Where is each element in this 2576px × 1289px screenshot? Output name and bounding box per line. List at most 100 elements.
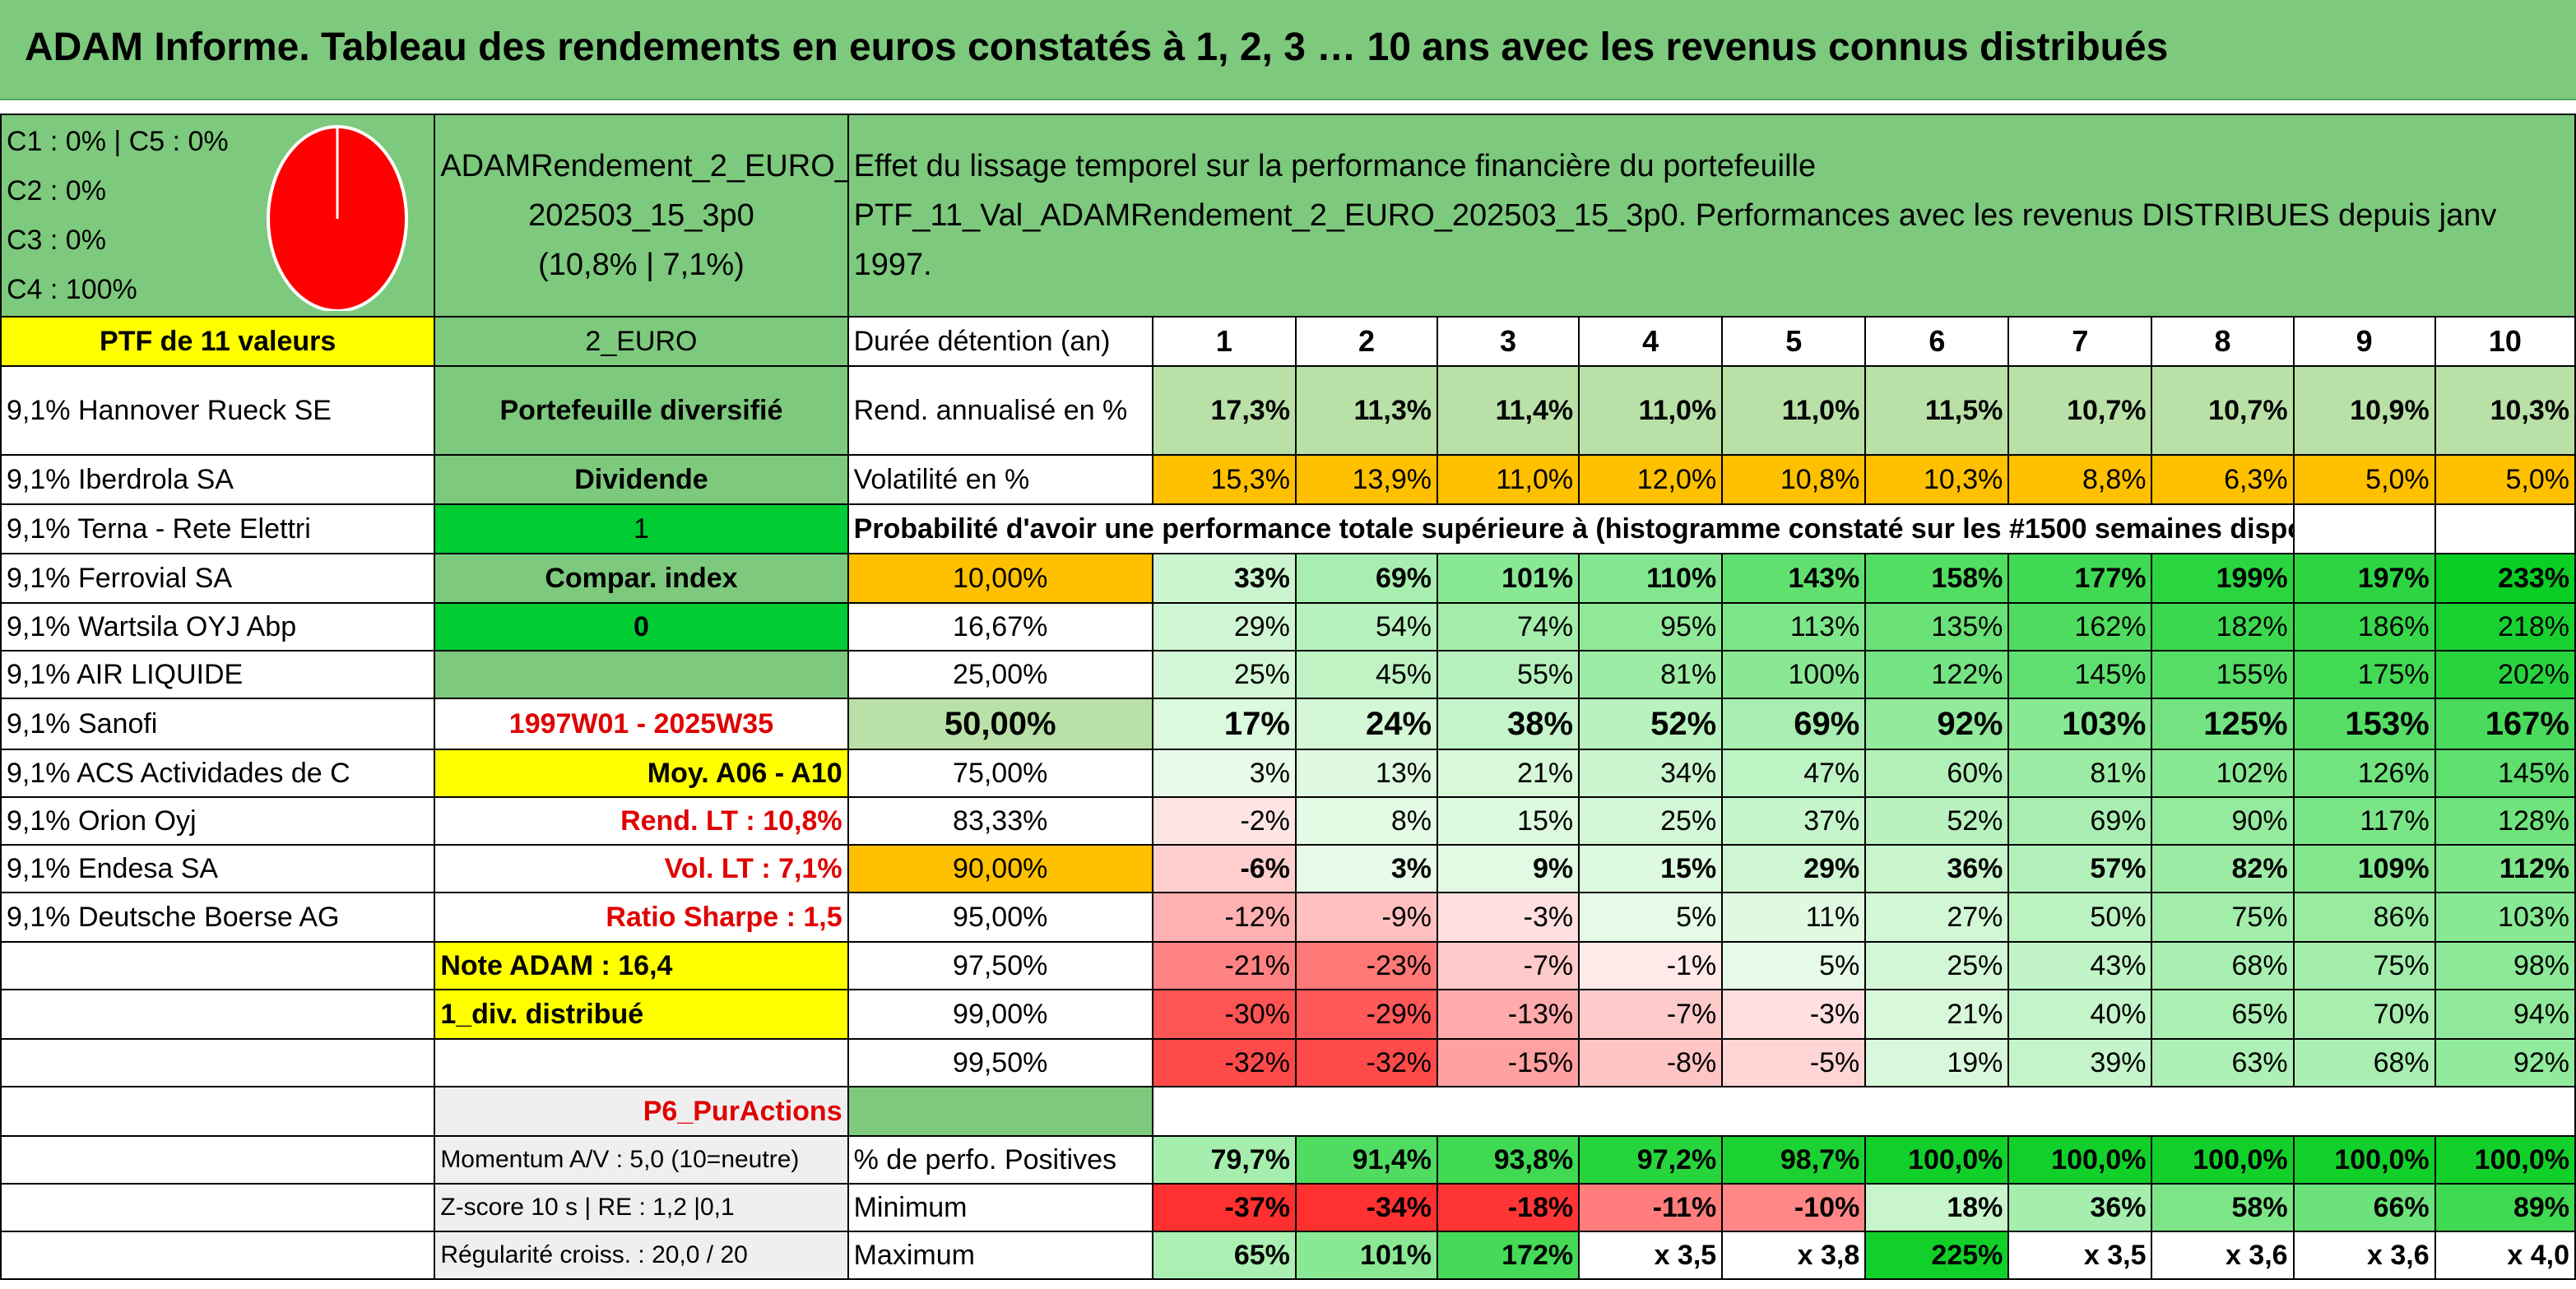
portfolio-type: Portefeuille diversifié — [434, 365, 849, 456]
year-header: 4 — [1578, 316, 1724, 367]
year-header: 7 — [2007, 316, 2153, 367]
probability-value: 103% — [2434, 892, 2576, 943]
probability-value: 202% — [2434, 650, 2576, 699]
positive-value: 100,0% — [1864, 1135, 2010, 1185]
probability-value: 155% — [2151, 650, 2295, 699]
probability-value: 29% — [1151, 602, 1297, 651]
holding-item: 9,1% AIR LIQUIDE — [0, 650, 436, 699]
minimum-value: 36% — [2007, 1183, 2153, 1232]
holding-item: 9,1% Endesa SA — [0, 844, 436, 893]
year-header: 8 — [2151, 316, 2295, 367]
maximum-value: 172% — [1437, 1231, 1580, 1280]
probability-value: -15% — [1437, 1038, 1580, 1087]
probability-value: 15% — [1578, 844, 1724, 893]
probability-threshold: 90,00% — [847, 844, 1153, 893]
probability-threshold: 16,67% — [847, 602, 1153, 651]
probability-threshold: 99,00% — [847, 989, 1153, 1040]
positive-value: 100,0% — [2292, 1135, 2436, 1185]
zscore-label: Z-score 10 s | RE : 1,2 |0,1 — [434, 1183, 849, 1232]
volatility-value: 6,3% — [2151, 454, 2295, 505]
probability-value: 5% — [1721, 941, 1867, 990]
year-header: 6 — [1864, 316, 2010, 367]
probability-value: 65% — [2151, 989, 2295, 1040]
volatility-value: 8,8% — [2007, 454, 2153, 505]
description-line1: Effet du lissage temporel sur la perform… — [853, 149, 1817, 183]
category-row: P6_PurActions — [0, 1086, 2576, 1137]
probability-value: 218% — [2434, 602, 2576, 651]
empty-cell — [0, 941, 436, 990]
probability-threshold: 99,50% — [847, 1038, 1153, 1087]
probability-value: -13% — [1437, 989, 1580, 1040]
volatility-value: 13,9% — [1294, 454, 1439, 505]
report-title-bar: ADAM Informe. Tableau des rendements en … — [0, 0, 2576, 100]
rendement-value: 10,9% — [2292, 365, 2436, 456]
performance-sheet: C1 : 0% | C5 : 0% C2 : 0% C3 : 0% C4 : 1… — [0, 114, 2576, 1282]
minimum-value: 58% — [2151, 1183, 2295, 1232]
probability-value: -21% — [1151, 941, 1297, 990]
probability-row: 9,1% Endesa SA Vol. LT : 7,1% 90,00% -6% 3% 9… — [0, 844, 2576, 893]
volatility-value: 11,0% — [1437, 454, 1580, 505]
probability-value: -3% — [1437, 892, 1580, 943]
probability-value: -3% — [1721, 989, 1867, 1040]
volatility-value: 10,8% — [1721, 454, 1867, 505]
probability-row: 1_div. distribué 99,00% -30% -29% -13% -7% -3%… — [0, 989, 2576, 1040]
probability-value: 43% — [2007, 941, 2153, 990]
probability-value: 13% — [1294, 749, 1439, 798]
probability-threshold: 75,00% — [847, 749, 1153, 798]
year-header: 5 — [1721, 316, 1867, 367]
portfolio-name-line2: 202503_15_3p0 — [528, 198, 754, 233]
year-header: 10 — [2434, 316, 2576, 367]
empty-cell — [0, 1135, 436, 1185]
description-cell: Effet du lissage temporel sur la perform… — [847, 114, 2576, 318]
empty-cell — [0, 1086, 436, 1137]
maximum-value: x 4,0 — [2434, 1231, 2576, 1280]
probability-value: 29% — [1721, 844, 1867, 893]
category-label: P6_PurActions — [434, 1086, 849, 1137]
maximum-value: x 3,6 — [2292, 1231, 2436, 1280]
allocation-c4: C4 : 100% — [7, 274, 137, 305]
probability-title: Probabilité d'avoir une performance tota… — [847, 503, 2295, 554]
probability-value: 128% — [2434, 796, 2576, 846]
empty-green-cell — [434, 650, 849, 699]
year-header: 1 — [1151, 316, 1297, 367]
note-adam-label: Note ADAM : 16,4 — [434, 941, 849, 990]
probability-threshold: 97,50% — [847, 941, 1153, 990]
year-header: 2 — [1294, 316, 1439, 367]
regularite-label: Régularité croiss. : 20,0 / 20 — [434, 1231, 849, 1280]
report-title: ADAM Informe. Tableau des rendements en … — [25, 26, 2169, 69]
probability-value: 109% — [2292, 844, 2436, 893]
probability-value: -8% — [1578, 1038, 1724, 1087]
probability-value: 117% — [2292, 796, 2436, 846]
probability-value: 81% — [2007, 749, 2153, 798]
probability-value: 40% — [2007, 989, 2153, 1040]
minimum-value: -11% — [1578, 1183, 1724, 1232]
probability-value: 68% — [2292, 1038, 2436, 1087]
allocation-cell: C1 : 0% | C5 : 0% C2 : 0% C3 : 0% C4 : 1… — [0, 114, 436, 318]
empty-cell — [2292, 503, 2436, 554]
performance-table: C1 : 0% | C5 : 0% C2 : 0% C3 : 0% C4 : 1… — [0, 114, 2576, 1280]
probability-value: 45% — [1294, 650, 1439, 699]
probability-value: 94% — [2434, 989, 2576, 1040]
holding-item: 9,1% Wartsila OYJ Abp — [0, 602, 436, 651]
probability-value: 102% — [2151, 749, 2295, 798]
rendement-value: 11,3% — [1294, 365, 1439, 456]
years-header-row: PTF de 11 valeurs 2_EURO Durée détention (… — [0, 316, 2576, 367]
year-header: 3 — [1437, 316, 1580, 367]
probability-value: 25% — [1864, 941, 2010, 990]
holding-item: 9,1% Sanofi — [0, 698, 436, 750]
empty-cell — [1151, 1086, 2576, 1137]
positive-value: 98,7% — [1721, 1135, 1867, 1185]
volatility-value: 10,3% — [1864, 454, 2010, 505]
probability-value: 36% — [1864, 844, 2010, 893]
probability-value: 233% — [2434, 553, 2576, 604]
probability-value: 57% — [2007, 844, 2153, 893]
probability-value: 75% — [2151, 892, 2295, 943]
allocation-c1c5: C1 : 0% | C5 : 0% — [7, 126, 229, 157]
probability-value: 177% — [2007, 553, 2153, 604]
probability-value: 75% — [2292, 941, 2436, 990]
portfolio-count-label: PTF de 11 valeurs — [0, 316, 436, 367]
probability-value: -12% — [1151, 892, 1297, 943]
maximum-value: x 3,5 — [1578, 1231, 1724, 1280]
positive-value: 100,0% — [2007, 1135, 2153, 1185]
probability-value: 54% — [1294, 602, 1439, 651]
